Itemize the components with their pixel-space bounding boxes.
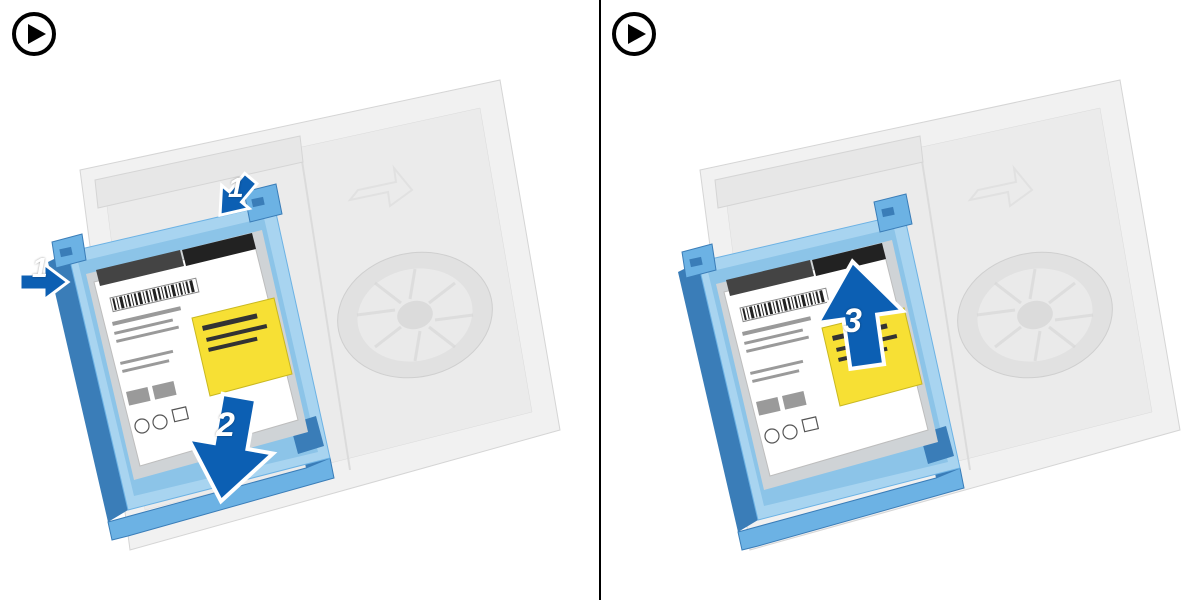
panel-step-2: 3	[600, 0, 1200, 600]
callout-label-2: 2	[216, 406, 235, 445]
callout-label-3: 3	[843, 302, 862, 341]
callout-label-1-right: 1	[228, 172, 244, 204]
panel-step-1: 1 1 2	[0, 0, 600, 600]
callout-label-1-left: 1	[32, 252, 48, 284]
